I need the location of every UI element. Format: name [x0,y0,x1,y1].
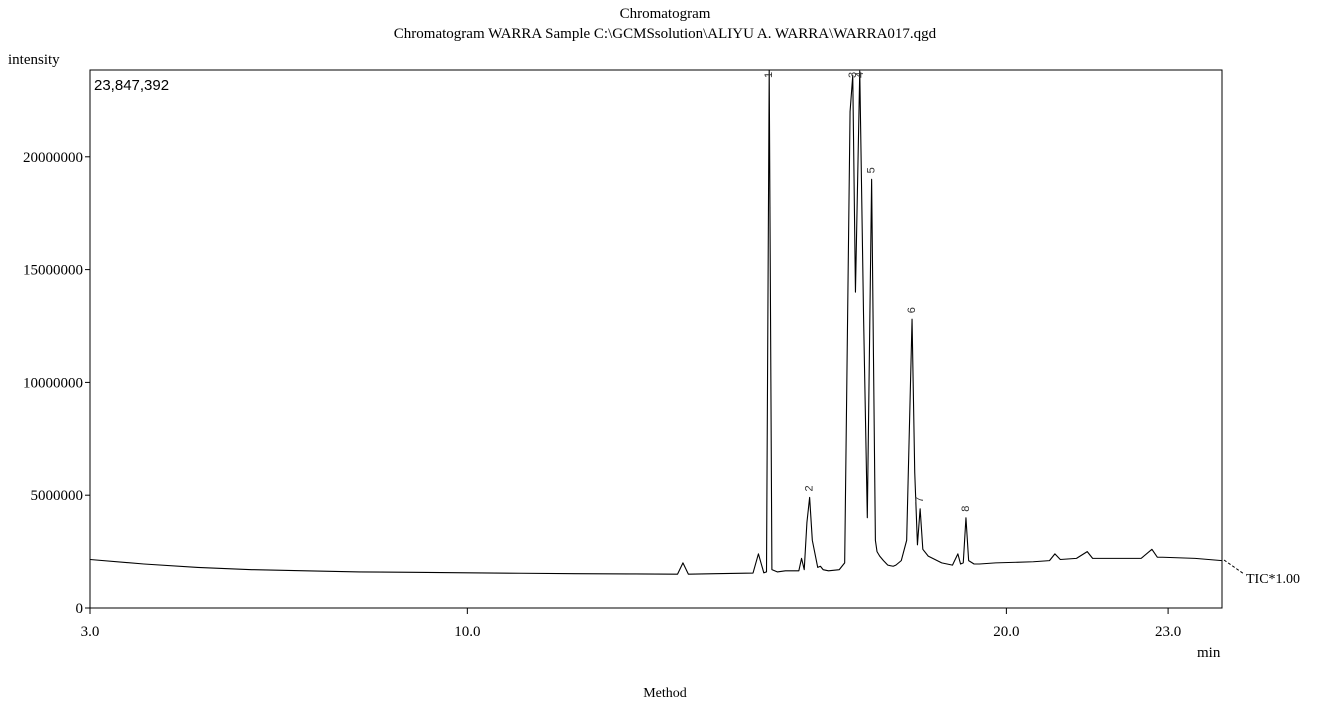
plot-frame [89,69,1223,609]
y-tick-label: 5000000 [31,488,84,504]
trace-label: TIC*1.00 [1246,572,1300,587]
tic-trace-line [89,69,1223,575]
peak-number-label: 3 [847,72,859,78]
trace-label-leader [1223,559,1245,575]
peak-number-label: 5 [866,167,878,173]
peak-number-label: 8 [960,506,972,512]
y-axis-label: intensity [8,52,60,68]
max-intensity-label: 23,847,392 [94,77,169,94]
y-tick-label: 15000000 [23,263,83,279]
chart-subtitle: Chromatogram WARRA Sample C:\GCMSsolutio… [393,26,937,42]
method-footer: Method [643,686,687,701]
y-tick-label: 20000000 [23,150,83,166]
peak-number-label: 6 [906,307,918,313]
peak-number-label: 2 [804,485,816,491]
x-tick-label: 20.0 [993,624,1019,640]
peak-number-label: 4 [854,72,866,78]
x-axis-unit-label: min [1197,645,1221,661]
x-tick-label: 10.0 [454,624,480,640]
x-tick-label: 3.0 [81,624,100,640]
x-tick-label: 23.0 [1155,624,1181,640]
chart-title: Chromatogram [619,6,711,22]
y-tick-label: 0 [76,601,84,617]
peak-number-label: 1 [763,72,775,78]
y-tick-label: 10000000 [23,375,83,391]
peak-number-label: 7 [914,497,926,503]
